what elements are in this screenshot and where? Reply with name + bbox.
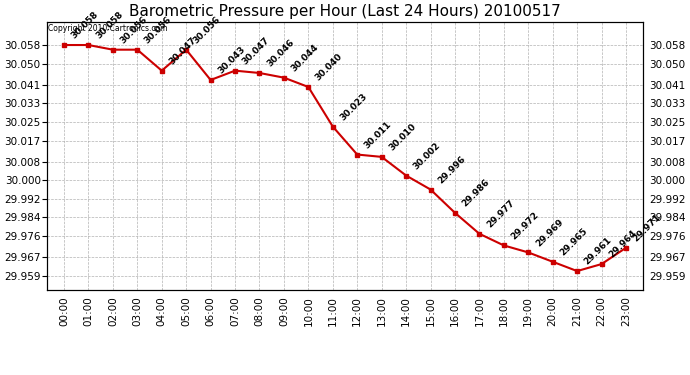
- Text: 29.965: 29.965: [558, 226, 589, 258]
- Text: 29.964: 29.964: [607, 229, 638, 260]
- Text: 29.969: 29.969: [534, 217, 565, 248]
- Text: 30.056: 30.056: [192, 15, 222, 45]
- Text: 30.044: 30.044: [290, 43, 320, 74]
- Text: 29.977: 29.977: [485, 198, 516, 230]
- Text: 30.047: 30.047: [167, 36, 198, 66]
- Text: 30.010: 30.010: [387, 122, 417, 153]
- Text: 29.996: 29.996: [436, 154, 467, 185]
- Text: 29.961: 29.961: [582, 236, 613, 267]
- Text: 30.002: 30.002: [412, 141, 442, 171]
- Text: 30.046: 30.046: [265, 38, 296, 69]
- Text: 29.986: 29.986: [460, 178, 491, 209]
- Text: 30.040: 30.040: [314, 52, 344, 83]
- Text: 29.971: 29.971: [631, 213, 662, 244]
- Text: 30.047: 30.047: [241, 36, 271, 66]
- Text: 30.056: 30.056: [143, 15, 174, 45]
- Text: 30.011: 30.011: [363, 120, 393, 150]
- Text: 30.056: 30.056: [119, 15, 149, 45]
- Text: 30.058: 30.058: [94, 10, 125, 41]
- Text: 30.043: 30.043: [216, 45, 247, 76]
- Text: Copyright 2010 Cartronics.com: Copyright 2010 Cartronics.com: [48, 24, 168, 33]
- Text: 30.058: 30.058: [70, 10, 100, 41]
- Title: Barometric Pressure per Hour (Last 24 Hours) 20100517: Barometric Pressure per Hour (Last 24 Ho…: [129, 4, 561, 19]
- Text: 30.023: 30.023: [338, 92, 369, 122]
- Text: 29.972: 29.972: [509, 210, 540, 241]
